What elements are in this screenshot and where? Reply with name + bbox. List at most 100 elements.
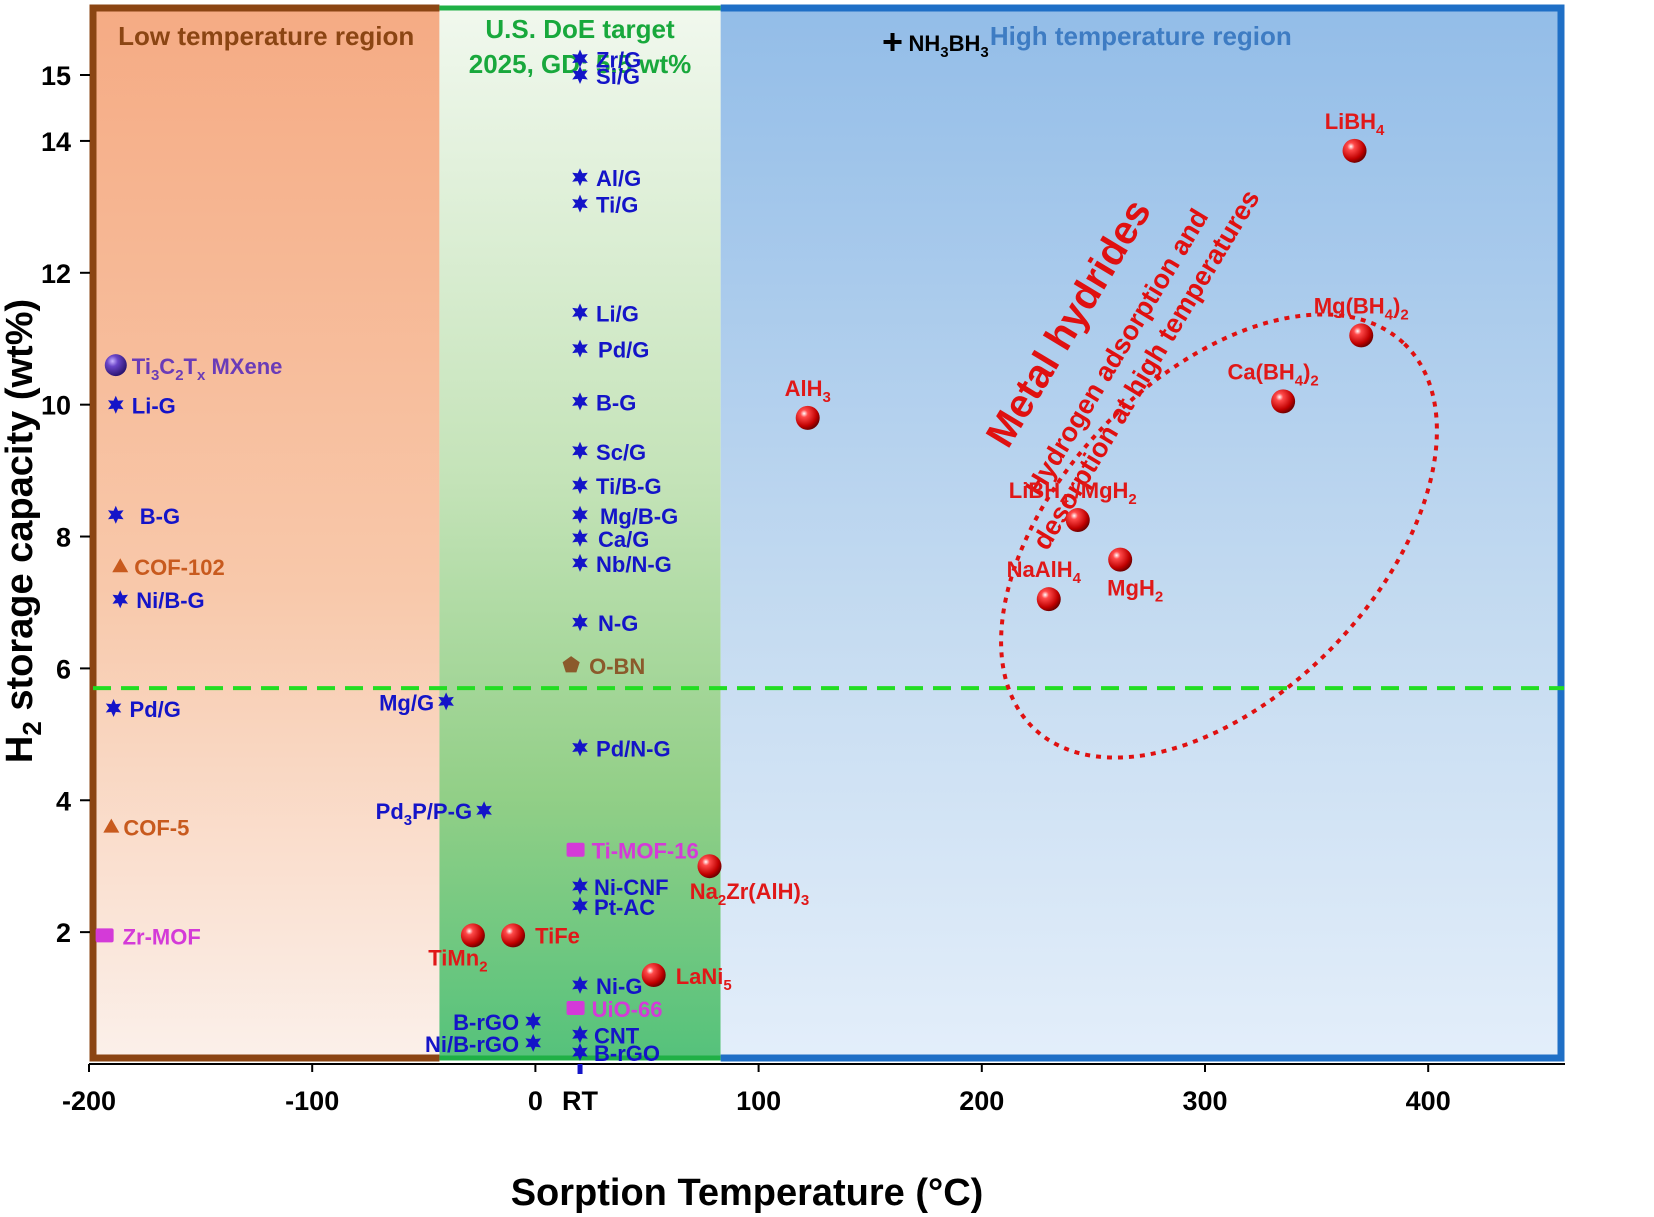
marker-o-bn bbox=[562, 656, 580, 673]
point-label-sc-g: Sc/G bbox=[596, 440, 646, 465]
x-tick-label: 400 bbox=[1406, 1086, 1451, 1116]
point-label-timn2: TiMn2 bbox=[428, 945, 487, 975]
point-label-si-g: Si/G bbox=[596, 64, 640, 89]
marker-ni-b-g bbox=[112, 590, 128, 609]
y-tick-label: 2 bbox=[56, 918, 71, 948]
marker-n-g bbox=[572, 613, 588, 632]
marker-cnt bbox=[572, 1025, 588, 1044]
x-tick-label: RT bbox=[562, 1086, 598, 1116]
y-axis: 2 4 6 8 10 12 14 15 bbox=[41, 61, 90, 948]
marker-ti-b-g bbox=[572, 476, 588, 495]
marker-mg-bh4-2 bbox=[1349, 323, 1374, 348]
point-label-nb-n-g: Nb/N-G bbox=[596, 552, 672, 577]
point-label-ca-g: Ca/G bbox=[598, 527, 649, 552]
y-axis-title: H2 storage capacity (wt%) bbox=[0, 299, 47, 763]
point-label-mg-b-g: Mg/B-G bbox=[600, 504, 678, 529]
marker-mg-b-g bbox=[572, 505, 588, 524]
point-label-libh4-mgh2: LiBH4 /MgH2 bbox=[1009, 478, 1137, 508]
x-tick-label: -100 bbox=[285, 1086, 339, 1116]
region-backgrounds bbox=[93, 8, 1561, 1058]
marker-uio-66 bbox=[566, 1000, 585, 1015]
point-label-ti3c2tx-mxene: Ti3C2Tx MXene bbox=[132, 354, 283, 384]
marker-b-g bbox=[108, 505, 124, 524]
point-label-ni-b-rgo: Ni/B-rGO bbox=[425, 1032, 519, 1057]
y-tick-label: 6 bbox=[56, 654, 71, 684]
data-labels: Zr/GSi/G Al/GTi/G Li/G Pd/G B-G Sc/G Ti/B-G Mg/… bbox=[123, 31, 1409, 1066]
point-label-ni-g: Ni-G bbox=[596, 974, 642, 999]
y-tick-label: 8 bbox=[56, 523, 71, 553]
marker-si-g bbox=[572, 66, 588, 84]
marker-li-g bbox=[108, 395, 124, 414]
marker-nb-n-g bbox=[572, 553, 588, 572]
x-tick-label: -200 bbox=[62, 1086, 116, 1116]
point-label-tife: TiFe bbox=[535, 923, 580, 948]
marker-zr-mof bbox=[95, 928, 114, 943]
y-axis-title-h: H bbox=[0, 736, 41, 763]
x-tick-label: 200 bbox=[959, 1086, 1004, 1116]
point-label-o-bn: O-BN bbox=[589, 654, 645, 679]
region-low-background bbox=[93, 8, 440, 1058]
marker-libh4 bbox=[1342, 138, 1367, 163]
region-low-label: Low temperature region bbox=[118, 21, 414, 51]
marker-timn2 bbox=[460, 923, 485, 948]
point-label-li-g: Li/G bbox=[596, 301, 639, 326]
marker-pd-g bbox=[572, 339, 588, 358]
marker-pt-ac bbox=[572, 896, 588, 915]
point-label-mg-g: Mg/G bbox=[379, 690, 434, 715]
point-label-naalh4: NaAlH4 bbox=[1007, 557, 1082, 587]
marker-libh4-mgh2 bbox=[1065, 508, 1090, 533]
point-label-libh4: LiBH4 bbox=[1325, 109, 1385, 139]
data-points bbox=[95, 33, 1374, 1062]
point-label-pd3p-p-g: Pd3P/P-G bbox=[376, 799, 472, 829]
marker-li-g bbox=[572, 303, 588, 322]
marker-pd-n-g bbox=[572, 738, 588, 757]
marker-sc-g bbox=[572, 441, 588, 460]
point-label-cnt: CNT bbox=[594, 1023, 640, 1048]
marker-pd3p-p-g bbox=[476, 801, 492, 820]
region-high-label: High temperature region bbox=[990, 21, 1292, 51]
region-high-border bbox=[720, 4, 1565, 1062]
point-label-pd-g: Pd/G bbox=[598, 338, 649, 363]
point-label-cof-102: COF-102 bbox=[134, 555, 224, 580]
point-label-nh3bh3: NH3BH3 bbox=[909, 31, 989, 61]
y-tick-label: 4 bbox=[56, 786, 71, 816]
point-label-li-g: Li-G bbox=[132, 394, 176, 419]
marker-zr-g bbox=[572, 49, 588, 68]
region-target-label-line1: U.S. DoE target bbox=[485, 14, 675, 44]
marker-b-rgo bbox=[525, 1012, 541, 1031]
marker-b-rgo bbox=[572, 1043, 588, 1062]
x-tick-label: 100 bbox=[736, 1086, 781, 1116]
marker-naalh4 bbox=[1036, 587, 1061, 612]
point-label-mgh2: MgH2 bbox=[1107, 576, 1163, 606]
marker-nh3bh3 bbox=[883, 33, 902, 52]
y-axis-title-sub: 2 bbox=[17, 721, 47, 735]
point-label-pd-g: Pd/G bbox=[130, 697, 181, 722]
point-label-uio-66: UiO-66 bbox=[592, 997, 663, 1022]
metal-hydrides-group-outline bbox=[999, 312, 1439, 760]
y-tick-label: 12 bbox=[41, 259, 71, 289]
x-tick-label: 300 bbox=[1182, 1086, 1227, 1116]
marker-ca-g bbox=[572, 528, 588, 547]
point-label-b-rgo: B-rGO bbox=[453, 1010, 519, 1035]
point-label-mg-bh4-2: Mg(BH4)2 bbox=[1314, 293, 1409, 323]
point-label-n-g: N-G bbox=[598, 611, 638, 636]
point-label-ti-g: Ti/G bbox=[596, 193, 638, 218]
point-label-b-rgo: B-rGO bbox=[594, 1041, 660, 1066]
marker-alh3 bbox=[795, 405, 820, 430]
point-label-pd-n-g: Pd/N-G bbox=[596, 737, 671, 762]
point-label-zr-mof: Zr-MOF bbox=[123, 924, 201, 949]
point-label-ti-mof-16: Ti-MOF-16 bbox=[592, 839, 699, 864]
marker-mgh2 bbox=[1108, 547, 1133, 572]
point-label-ni-cnf: Ni-CNF bbox=[594, 875, 669, 900]
point-label-ni-b-g: Ni/B-G bbox=[136, 588, 204, 613]
marker-tife bbox=[501, 923, 526, 948]
marker-cof-102 bbox=[112, 558, 129, 573]
point-label-na2zr-alh-3: Na2Zr(AlH)3 bbox=[690, 879, 809, 909]
marker-mg-g bbox=[438, 692, 454, 711]
marker-cof-5 bbox=[103, 818, 120, 833]
region-low-border bbox=[89, 4, 440, 1062]
marker-al-g bbox=[572, 168, 588, 187]
marker-ni-g bbox=[572, 975, 588, 994]
y-tick-label: 14 bbox=[41, 127, 71, 157]
